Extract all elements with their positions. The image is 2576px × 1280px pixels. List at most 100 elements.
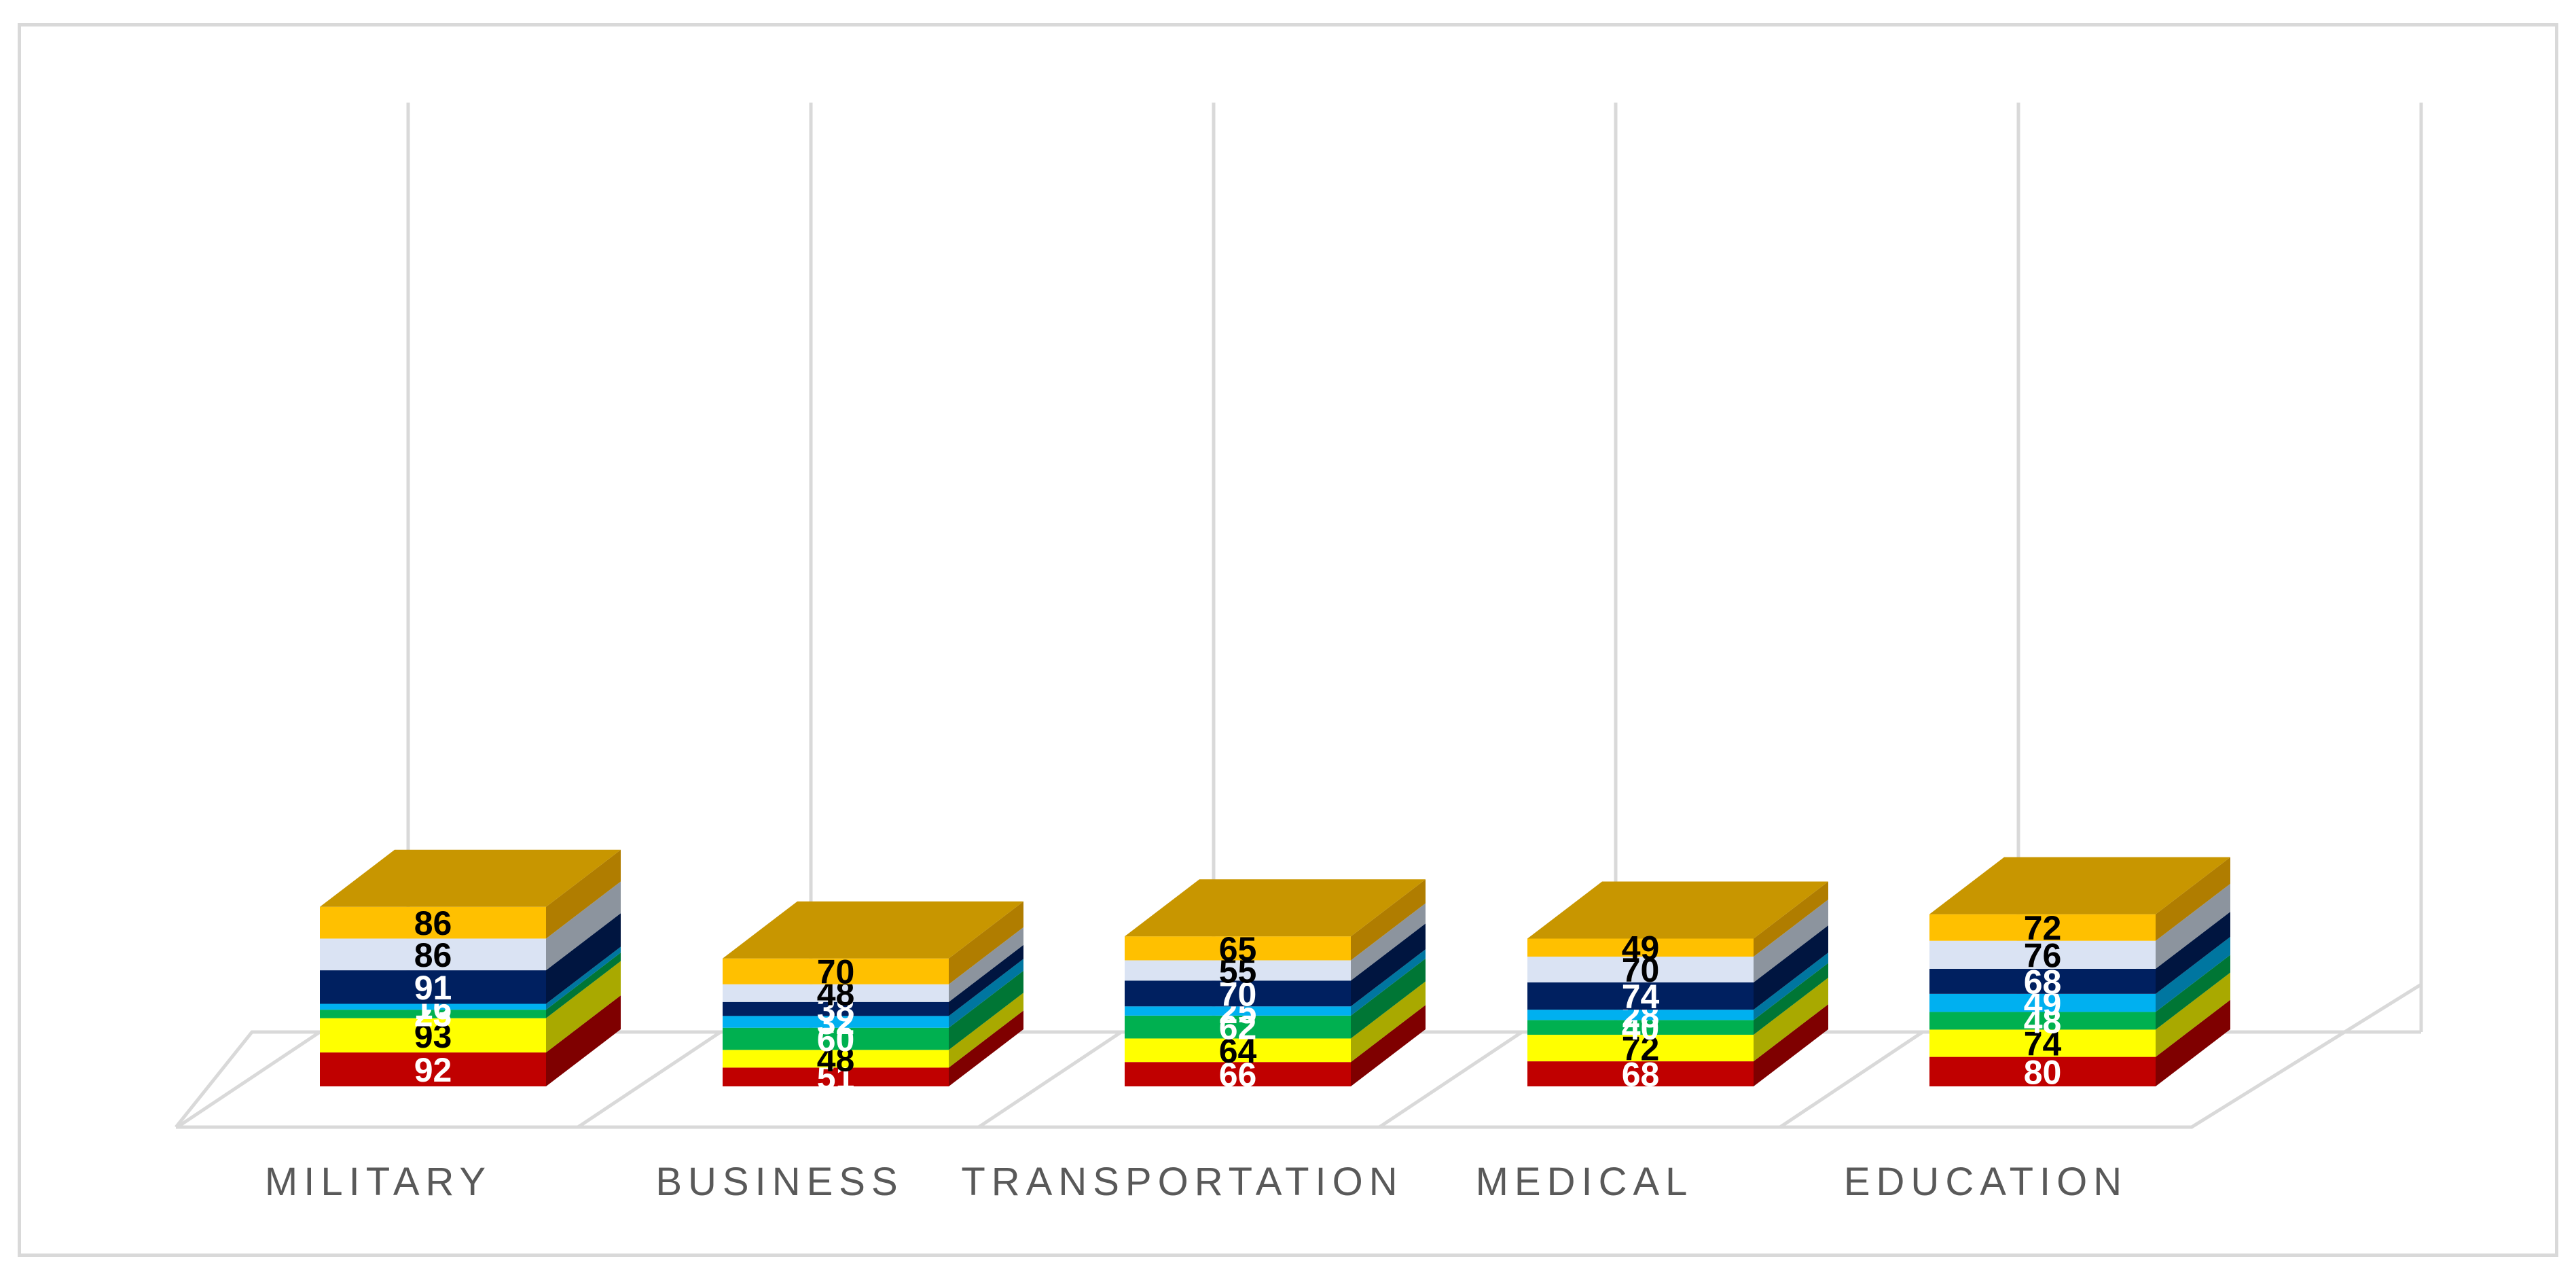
segment-medical-series-4-side <box>1754 953 1828 1020</box>
data-label-medical-series-2: 72 <box>1622 1030 1660 1068</box>
segment-education-series-4-front <box>1929 993 2156 1012</box>
segment-medical-series-5-front <box>1527 982 1754 1010</box>
segment-military-series-4-side <box>546 946 621 1010</box>
segment-military-series-7-top <box>320 849 621 907</box>
data-label-military-series-2: 93 <box>414 1017 452 1055</box>
floor-divider <box>1779 1030 1924 1129</box>
segment-military-series-3-front <box>320 1010 546 1018</box>
segment-medical-series-4-front <box>1527 1010 1754 1020</box>
segment-transportation-series-7-front <box>1125 936 1351 961</box>
data-label-medical-series-5: 74 <box>1622 978 1660 1016</box>
category-label-transportation: TRANSPORTATION <box>961 1160 1403 1204</box>
segment-transportation-series-3-side <box>1351 958 1426 1039</box>
data-label-education-series-2: 74 <box>2024 1025 2062 1063</box>
segment-education-series-5-side <box>2156 911 2230 994</box>
data-label-medical-series-1: 68 <box>1622 1056 1660 1094</box>
segment-military-series-3-side <box>546 953 621 1018</box>
segment-education-series-2-front <box>1929 1029 2156 1057</box>
floor-divider <box>977 1030 1123 1129</box>
segment-business-series-2-side <box>949 993 1023 1068</box>
segment-military-series-1-side <box>546 995 621 1086</box>
data-label-transportation-series-7: 65 <box>1219 930 1257 968</box>
segment-medical-series-7-top <box>1527 881 1828 939</box>
segment-medical-series-7-front <box>1527 938 1754 957</box>
segment-transportation-series-1-side <box>1351 1005 1426 1086</box>
segment-business-series-1-side <box>949 1010 1023 1086</box>
segment-military-series-7-side <box>546 849 621 939</box>
floor-divider <box>1378 1030 1523 1129</box>
segment-business-series-3-front <box>723 1027 949 1050</box>
segment-business-series-3-side <box>949 970 1023 1050</box>
data-label-transportation-series-5: 70 <box>1219 975 1257 1013</box>
segment-business-series-1-front <box>723 1067 949 1086</box>
floor-front-edge <box>176 982 2423 1129</box>
segment-transportation-series-7-top <box>1125 879 1426 937</box>
segment-medical-series-7-side <box>1754 881 1828 957</box>
segment-military-series-7-front <box>320 906 546 939</box>
data-label-transportation-series-1: 66 <box>1219 1056 1257 1094</box>
data-label-education-series-7: 72 <box>2024 909 2062 947</box>
segment-transportation-series-6-front <box>1125 960 1351 981</box>
category-label-education: EDUCATION <box>1844 1160 2128 1204</box>
segment-education-series-1-side <box>2156 999 2230 1086</box>
segment-business-series-7-side <box>949 901 1023 984</box>
segment-business-series-7-top <box>723 901 1023 959</box>
segment-military-series-6-side <box>546 881 621 971</box>
segment-military-series-2-side <box>546 961 621 1053</box>
segment-military-series-4-front <box>320 1003 546 1010</box>
category-axis-labels: MILITARY BUSINESS TRANSPORTATION MEDICAL EDU… <box>265 1160 2128 1204</box>
data-label-business-series-7: 70 <box>817 953 855 991</box>
floor-divider <box>176 1030 321 1129</box>
segment-education-series-1-front <box>1929 1056 2156 1086</box>
segment-transportation-series-2-side <box>1351 981 1426 1063</box>
data-label-education-series-1: 80 <box>2024 1053 2062 1091</box>
category-label-business: BUSINESS <box>655 1160 903 1204</box>
segment-military-series-5-front <box>320 970 546 1004</box>
segment-education-series-3-front <box>1929 1012 2156 1030</box>
segment-education-series-7-side <box>2156 857 2230 941</box>
category-label-medical: MEDICAL <box>1476 1160 1694 1204</box>
segment-transportation-series-3-front <box>1125 1015 1351 1039</box>
segment-education-series-6-side <box>2156 883 2230 969</box>
segment-education-series-7-top <box>1929 857 2230 914</box>
segment-education-series-4-side <box>2156 936 2230 1012</box>
segment-education-series-5-front <box>1929 968 2156 994</box>
data-label-military-series-7: 86 <box>414 904 452 942</box>
segment-medical-series-3-side <box>1754 963 1828 1035</box>
segment-military-series-5-side <box>546 913 621 1004</box>
segment-business-series-5-side <box>949 944 1023 1016</box>
segment-military-series-1-front <box>320 1052 546 1086</box>
segment-medical-series-6-side <box>1754 900 1828 983</box>
data-label-medical-series-7: 49 <box>1622 929 1660 967</box>
segment-medical-series-3-front <box>1527 1020 1754 1035</box>
segment-transportation-series-7-side <box>1351 879 1426 961</box>
segment-business-series-6-front <box>723 984 949 1002</box>
segment-business-series-2-front <box>723 1050 949 1068</box>
segment-transportation-series-5-side <box>1351 923 1426 1007</box>
segment-business-series-7-front <box>723 958 949 984</box>
segment-education-series-3-side <box>2156 955 2230 1030</box>
segment-education-series-7-front <box>1929 914 2156 941</box>
segment-medical-series-2-side <box>1754 978 1828 1062</box>
segment-business-series-4-front <box>723 1016 949 1028</box>
data-label-medical-series-6: 70 <box>1622 951 1660 989</box>
segment-education-series-2-side <box>2156 972 2230 1057</box>
segment-medical-series-1-side <box>1754 1004 1828 1086</box>
segment-transportation-series-4-side <box>1351 949 1426 1016</box>
segment-medical-series-6-front <box>1527 957 1754 983</box>
floor-divider <box>577 1030 722 1129</box>
segment-medical-series-1-front <box>1527 1061 1754 1086</box>
segment-education-series-6-front <box>1929 940 2156 969</box>
data-label-military-series-6: 86 <box>414 936 452 974</box>
segment-business-series-4-side <box>949 959 1023 1028</box>
segment-military-series-6-front <box>320 938 546 971</box>
segment-business-series-6-side <box>949 927 1023 1002</box>
segment-transportation-series-5-front <box>1125 980 1351 1007</box>
data-label-military-series-1: 92 <box>414 1051 452 1089</box>
category-label-military: MILITARY <box>265 1160 492 1204</box>
